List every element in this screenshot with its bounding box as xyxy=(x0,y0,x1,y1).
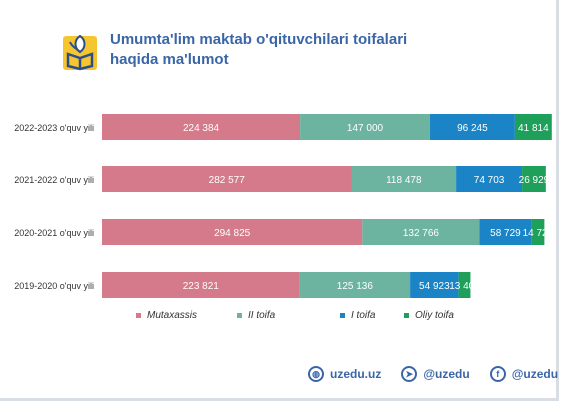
website-label: uzedu.uz xyxy=(330,367,382,381)
globe-icon: ◍ xyxy=(308,366,324,382)
data-label: 282 577 xyxy=(209,175,246,186)
data-label: 147 000 xyxy=(347,123,384,134)
data-label: 26 929 xyxy=(519,175,550,186)
bar-segment xyxy=(102,166,352,192)
bar-segment xyxy=(102,219,363,245)
bar-segment xyxy=(102,114,301,140)
data-label: 294 825 xyxy=(214,228,251,239)
legend-marker xyxy=(340,313,345,318)
bar-segment xyxy=(456,166,523,192)
footer-website[interactable]: ◍ uzedu.uz xyxy=(308,366,381,382)
legend-label: Oliy toifa xyxy=(415,310,454,321)
legend-label: Mutaxassis xyxy=(147,310,197,321)
legend-marker xyxy=(136,313,141,318)
data-label: 13 407 xyxy=(449,281,480,292)
social-2-label: @uzedu xyxy=(511,367,559,381)
footer-social-1[interactable]: ➤ @uzedu xyxy=(401,366,470,382)
data-label: 14 724 xyxy=(523,228,554,239)
telegram-icon: ➤ xyxy=(401,366,418,382)
data-label: 125 136 xyxy=(337,281,374,292)
bar-segment xyxy=(300,114,430,140)
data-label: 223 821 xyxy=(183,281,220,292)
book-logo-icon xyxy=(63,34,97,71)
data-label: 54 923 xyxy=(419,281,450,292)
category-label: 2019-2020 o'quv yili xyxy=(14,281,94,291)
footer-social-2[interactable]: f @uzedu xyxy=(489,366,559,382)
data-label: 96 245 xyxy=(457,123,488,134)
bar-segment xyxy=(102,272,300,298)
bar-segment xyxy=(351,166,457,192)
data-label: 224 384 xyxy=(183,123,220,134)
stacked-bar-chart: 2022-2023 o'quv yili 224 384 147 000 96 245… xyxy=(14,114,554,321)
legend-label: II toifa xyxy=(248,310,276,321)
bar-segment xyxy=(522,166,546,192)
footer: ◍ uzedu.uz ➤ @uzedu f @uzedu xyxy=(308,366,558,382)
facebook-icon: f xyxy=(489,366,506,382)
data-label: 74 703 xyxy=(474,175,505,186)
bar-segment xyxy=(531,219,545,245)
data-label: 132 766 xyxy=(403,228,440,239)
category-label: 2021-2022 o'quv yili xyxy=(14,175,94,185)
header: Umumta'lim maktab o'qituvchilari toifala… xyxy=(62,30,410,72)
bar-segment xyxy=(458,272,471,298)
category-label: 2022-2023 o'quv yili xyxy=(14,123,94,133)
bar-segment xyxy=(514,114,552,140)
social-1-label: @uzedu xyxy=(423,367,470,381)
bar-segment xyxy=(299,272,411,298)
legend-marker xyxy=(237,313,242,318)
data-label: 58 729 xyxy=(490,228,521,239)
data-label: 118 478 xyxy=(386,175,422,186)
category-label: 2020-2021 o'quv yili xyxy=(14,228,94,238)
page-title: Umumta'lim maktab o'qituvchilari toifala… xyxy=(110,31,408,68)
bar-segment xyxy=(429,114,515,140)
legend-label: I toifa xyxy=(351,310,376,321)
bar-segment xyxy=(479,219,532,245)
legend-marker xyxy=(404,313,409,318)
bar-segment xyxy=(410,272,459,298)
data-label: 41 814 xyxy=(518,123,549,134)
bar-segment xyxy=(362,219,480,245)
